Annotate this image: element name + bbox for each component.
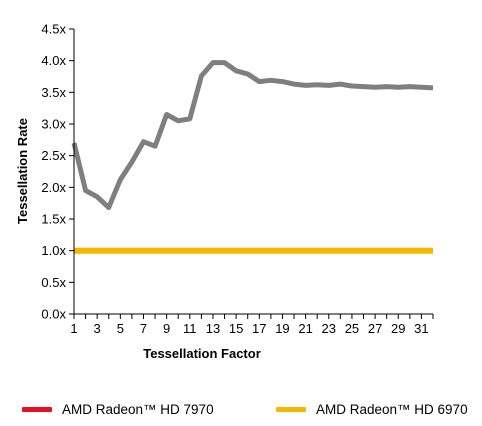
x-tick-label: 3 [94,321,101,336]
y-tick-label: 2.5x [41,148,66,163]
legend-swatch-hd6970 [276,407,306,412]
y-tick-label: 2.0x [41,180,66,195]
x-tick-label: 25 [345,321,359,336]
x-tick-label: 19 [275,321,289,336]
legend-swatch-hd7970 [22,407,52,412]
x-tick-label: 5 [117,321,124,336]
y-tick-label: 0.0x [41,307,66,322]
x-axis-title: Tessellation Factor [143,346,261,361]
x-tick-label: 7 [140,321,147,336]
x-tick-label: 17 [252,321,266,336]
x-tick-label: 9 [163,321,170,336]
y-tick-label: 1.5x [41,212,66,227]
y-tick-label: 3.5x [41,85,66,100]
y-tick-label: 0.5x [41,275,66,290]
series-line-hd7970 [71,60,434,211]
x-tick-label: 21 [298,321,312,336]
x-tick-label: 27 [368,321,382,336]
legend-label-hd6970: AMD Radeon™ HD 6970 [316,402,468,417]
x-tick-label: 13 [206,321,220,336]
x-tick-label: 29 [391,321,405,336]
legend-label-hd7970: AMD Radeon™ HD 7970 [62,402,214,417]
legend-item-hd7970: AMD Radeon™ HD 7970 [22,402,214,417]
x-tick-label: 23 [322,321,336,336]
x-tick-label: 11 [183,321,197,336]
legend-item-hd6970: AMD Radeon™ HD 6970 [276,402,468,417]
x-ticks: 1 3 5 7 9 11 13 15 17 19 21 23 25 27 29 31 [70,314,434,336]
plot-lines [71,60,434,254]
y-tick-label: 1.0x [41,243,66,258]
y-axis-title: Tessellation Rate [15,118,30,224]
x-tick-label: 15 [229,321,243,336]
y-tick-label: 4.0x [41,53,66,68]
y-tick-label: 4.5x [41,22,66,37]
axes [73,29,433,315]
y-tick-label: 3.0x [41,117,66,132]
x-tick-label: 31 [414,321,428,336]
y-ticks: 0.0x 0.5x 1.0x 1.5x 2.0x 2.5x 3.0x 3.5x 4.0x 4.5x [41,22,74,322]
x-tick-label: 1 [70,321,77,336]
